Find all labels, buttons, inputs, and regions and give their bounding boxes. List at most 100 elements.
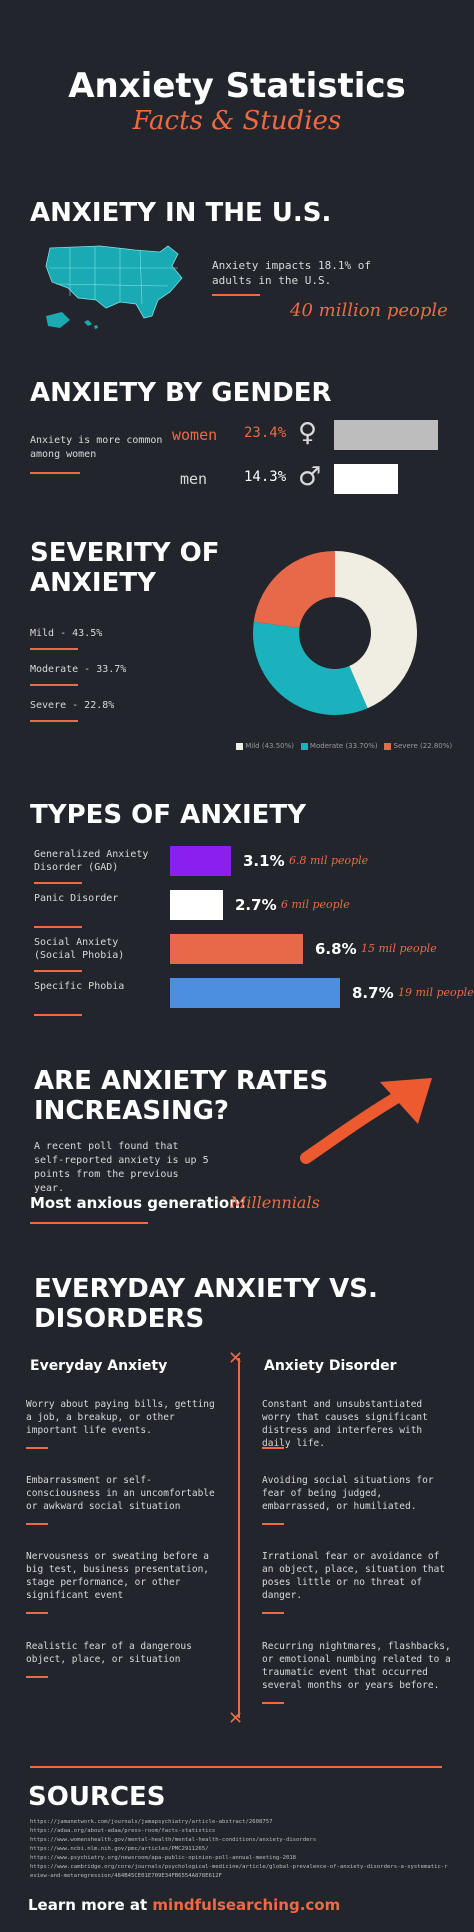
donut-slice-severe <box>253 551 335 629</box>
disorder-item: Recurring nightmares, flashbacks, or emo… <box>262 1641 451 1691</box>
everyday-item: Nervousness or sweating before a big tes… <box>26 1551 210 1601</box>
type-pct: 3.1% <box>243 852 285 870</box>
gender-bar <box>334 464 398 494</box>
severity-divider <box>30 648 78 650</box>
us-highlight: 40 million people <box>290 300 448 321</box>
source-link[interactable]: https://www.womenshealth.gov/mental-heal… <box>30 1837 317 1843</box>
type-label: Generalized Anxiety Disorder (GAD) <box>34 849 149 873</box>
everyday-heading-1: EVERYDAY ANXIETY VS. <box>34 1274 378 1304</box>
everyday-item: Worry about paying bills, getting a job,… <box>26 1399 215 1436</box>
source-link[interactable]: https://adaa.org/about-adaa/press-room/f… <box>30 1828 216 1834</box>
sources-divider <box>30 1766 442 1768</box>
everyday-divider <box>26 1612 48 1614</box>
everyday-divider <box>26 1447 48 1449</box>
disorder-divider <box>262 1612 284 1614</box>
severity-item-severe: Severe - 22.8% <box>30 700 115 711</box>
type-divider <box>34 926 82 928</box>
source-link[interactable]: https://jamanetwork.com/journals/jamapsy… <box>30 1819 273 1825</box>
us-divider <box>212 294 260 296</box>
type-people: 6 mil people <box>281 898 350 911</box>
disorder-item: Avoiding social situations for fear of b… <box>262 1475 434 1512</box>
source-link[interactable]: https://www.cambridge.org/core/journals/… <box>30 1864 448 1879</box>
everyday-item: Embarrassment or self-consciousness in a… <box>26 1475 215 1512</box>
everyday-right-title: Anxiety Disorder <box>264 1358 397 1374</box>
main-subtitle: Facts & Studies <box>132 106 342 136</box>
legend-item-moderate: Moderate (33.70%) <box>300 742 378 750</box>
severity-divider <box>30 684 78 686</box>
gender-label: men <box>180 470 208 488</box>
type-people: 15 mil people <box>361 942 437 955</box>
us-heading: ANXIETY IN THE U.S. <box>30 198 332 228</box>
gender-label: women <box>172 426 218 444</box>
type-people: 19 mil people <box>398 986 474 999</box>
types-heading: TYPES OF ANXIETY <box>30 800 306 830</box>
everyday-divider <box>26 1523 48 1525</box>
disorder-item: Irrational fear or avoidance of an objec… <box>262 1551 446 1601</box>
disorder-item: Constant and unsubstantiated worry that … <box>262 1399 428 1449</box>
everyday-heading-2: DISORDERS <box>34 1304 205 1334</box>
legend-swatch <box>384 742 392 750</box>
severity-heading-2: ANXIETY <box>30 568 156 598</box>
learn-more-label: Learn more at <box>28 1896 148 1914</box>
disorder-divider <box>262 1702 284 1704</box>
gender-heading: ANXIETY BY GENDER <box>30 378 332 408</box>
source-link[interactable]: https://www.ncbi.nlm.nih.gov/pmc/article… <box>30 1846 209 1852</box>
gender-bar <box>334 420 438 450</box>
trend-arrow-icon <box>298 1074 438 1168</box>
severity-item-mild: Mild - 43.5% <box>30 628 103 639</box>
female-symbol-icon: ♀ <box>298 418 318 448</box>
legend-swatch <box>300 742 308 750</box>
sources-heading: SOURCES <box>28 1782 166 1812</box>
gender-divider <box>30 472 80 474</box>
close-icon: ✕ <box>228 1348 244 1369</box>
severity-legend: Mild (43.50%) Moderate (33.70%) Severe (… <box>236 742 452 750</box>
type-label: Social Anxiety (Social Phobia) <box>34 937 125 961</box>
type-divider <box>34 970 82 972</box>
disorder-divider <box>262 1523 284 1525</box>
legend-item-mild: Mild (43.50%) <box>236 742 294 750</box>
type-bar <box>170 846 231 876</box>
everyday-left-title: Everyday Anxiety <box>30 1358 168 1374</box>
type-pct: 8.7% <box>352 984 394 1002</box>
rates-text: A recent poll found that self-reported a… <box>34 1141 209 1194</box>
type-pct: 2.7% <box>235 896 277 914</box>
type-bar <box>170 890 223 920</box>
us-stat-text: Anxiety impacts 18.1% of adults in the U… <box>212 259 371 287</box>
type-label: Specific Phobia <box>34 981 125 992</box>
legend-item-severe: Severe (22.80%) <box>384 742 452 750</box>
gender-pct: 14.3% <box>244 469 287 485</box>
center-divider <box>238 1358 240 1718</box>
main-title: Anxiety Statistics <box>68 66 406 106</box>
rates-heading-1: ARE ANXIETY RATES <box>34 1066 329 1096</box>
disorder-divider <box>262 1447 284 1449</box>
learn-more: Learn more at mindfulsearching.com <box>28 1896 340 1914</box>
gen-label: Most anxious generation: <box>30 1194 246 1212</box>
everyday-divider <box>26 1676 48 1678</box>
legend-swatch <box>236 742 243 750</box>
type-bar <box>170 934 303 964</box>
gen-value: Millennials <box>230 1193 320 1212</box>
gen-divider <box>30 1222 148 1224</box>
gender-note: Anxiety is more common among women <box>30 435 163 460</box>
type-label: Panic Disorder <box>34 893 119 904</box>
everyday-item: Realistic fear of a dangerous object, pl… <box>26 1641 192 1665</box>
gender-pct: 23.4% <box>244 425 287 441</box>
source-link[interactable]: https://www.psychiatry.org/newsroom/apa-… <box>30 1855 297 1861</box>
us-map-icon <box>40 238 190 338</box>
severity-divider <box>30 720 78 722</box>
type-divider <box>34 882 82 884</box>
sources-list: https://jamanetwork.com/journals/jamapsy… <box>30 1818 450 1881</box>
donut-slice-moderate <box>253 621 368 715</box>
male-symbol-icon: ♂ <box>298 462 322 492</box>
severity-heading-1: SEVERITY OF <box>30 538 220 568</box>
close-icon: ✕ <box>228 1708 244 1729</box>
type-divider <box>34 1014 82 1016</box>
rates-heading-2: INCREASING? <box>34 1096 229 1126</box>
severity-item-moderate: Moderate - 33.7% <box>30 664 127 675</box>
donut-slice-mild <box>335 551 417 709</box>
severity-donut-chart <box>253 551 417 715</box>
type-people: 6.8 mil people <box>289 854 369 867</box>
type-bar <box>170 978 340 1008</box>
site-link[interactable]: mindfulsearching.com <box>152 1896 341 1914</box>
type-pct: 6.8% <box>315 940 357 958</box>
